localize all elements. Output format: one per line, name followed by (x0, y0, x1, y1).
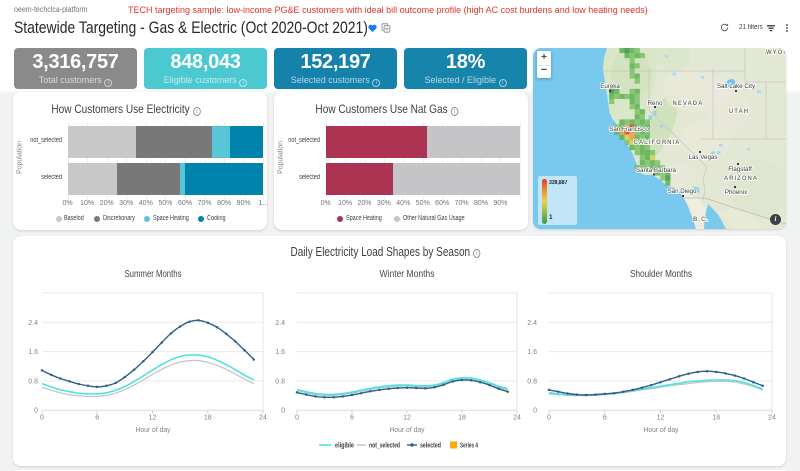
svg-text:Summer Months: Summer Months (125, 269, 182, 280)
svg-text:Eureka: Eureka (600, 83, 620, 90)
svg-text:not_selected: not_selected (369, 443, 400, 450)
svg-text:0: 0 (533, 408, 537, 415)
svg-text:2.4: 2.4 (527, 320, 537, 327)
svg-text:18: 18 (712, 415, 720, 422)
svg-text:6: 6 (350, 415, 354, 422)
svg-text:0: 0 (40, 415, 44, 422)
svg-text:18: 18 (204, 415, 212, 422)
svg-text:2.4: 2.4 (275, 320, 285, 327)
svg-text:0.8: 0.8 (28, 378, 38, 385)
svg-text:Reno: Reno (648, 100, 663, 107)
svg-text:2.4: 2.4 (28, 320, 38, 327)
svg-text:0.8: 0.8 (275, 378, 285, 385)
svg-text:6: 6 (95, 415, 99, 422)
svg-text:Hour of day: Hour of day (644, 425, 679, 434)
svg-text:CALIFORNIA: CALIFORNIA (634, 140, 681, 146)
svg-text:0: 0 (281, 408, 285, 415)
svg-text:NEVADA: NEVADA (673, 101, 704, 107)
svg-text:18: 18 (458, 415, 466, 422)
svg-text:San Francisco: San Francisco (609, 126, 649, 133)
svg-text:24: 24 (259, 415, 267, 422)
svg-text:WYOMI: WYOMI (766, 50, 786, 56)
svg-text:1.6: 1.6 (28, 349, 38, 356)
svg-text:12: 12 (403, 415, 411, 422)
svg-text:12: 12 (149, 415, 157, 422)
svg-text:ARIZONA: ARIZONA (724, 176, 758, 182)
svg-text:selected: selected (420, 443, 441, 450)
svg-text:6: 6 (603, 415, 607, 422)
svg-text:1.6: 1.6 (275, 349, 285, 356)
svg-text:24: 24 (768, 415, 776, 422)
svg-text:0: 0 (295, 415, 299, 422)
svg-text:Winter Months: Winter Months (380, 269, 435, 280)
svg-text:Salt Lake City: Salt Lake City (717, 83, 756, 90)
svg-text:24: 24 (513, 415, 521, 422)
svg-text:B.C.: B.C. (693, 217, 709, 223)
svg-text:1.6: 1.6 (527, 349, 537, 356)
svg-text:0.8: 0.8 (527, 378, 537, 385)
svg-text:eligible: eligible (335, 443, 354, 450)
svg-text:Phoenix: Phoenix (725, 189, 748, 196)
svg-text:Shoulder Months: Shoulder Months (630, 269, 692, 280)
svg-text:UTAH: UTAH (729, 109, 749, 115)
svg-text:Series 4: Series 4 (460, 443, 478, 450)
svg-text:0: 0 (547, 415, 551, 422)
svg-text:Las Vegas: Las Vegas (689, 154, 718, 161)
svg-text:Santa Barbara: Santa Barbara (636, 167, 676, 174)
svg-text:Hour of day: Hour of day (136, 425, 171, 434)
svg-text:12: 12 (657, 415, 665, 422)
svg-text:Hour of day: Hour of day (390, 425, 425, 434)
svg-text:0: 0 (34, 408, 38, 415)
svg-text:San Diego: San Diego (668, 188, 697, 195)
svg-text:Flagstaff: Flagstaff (728, 166, 752, 173)
